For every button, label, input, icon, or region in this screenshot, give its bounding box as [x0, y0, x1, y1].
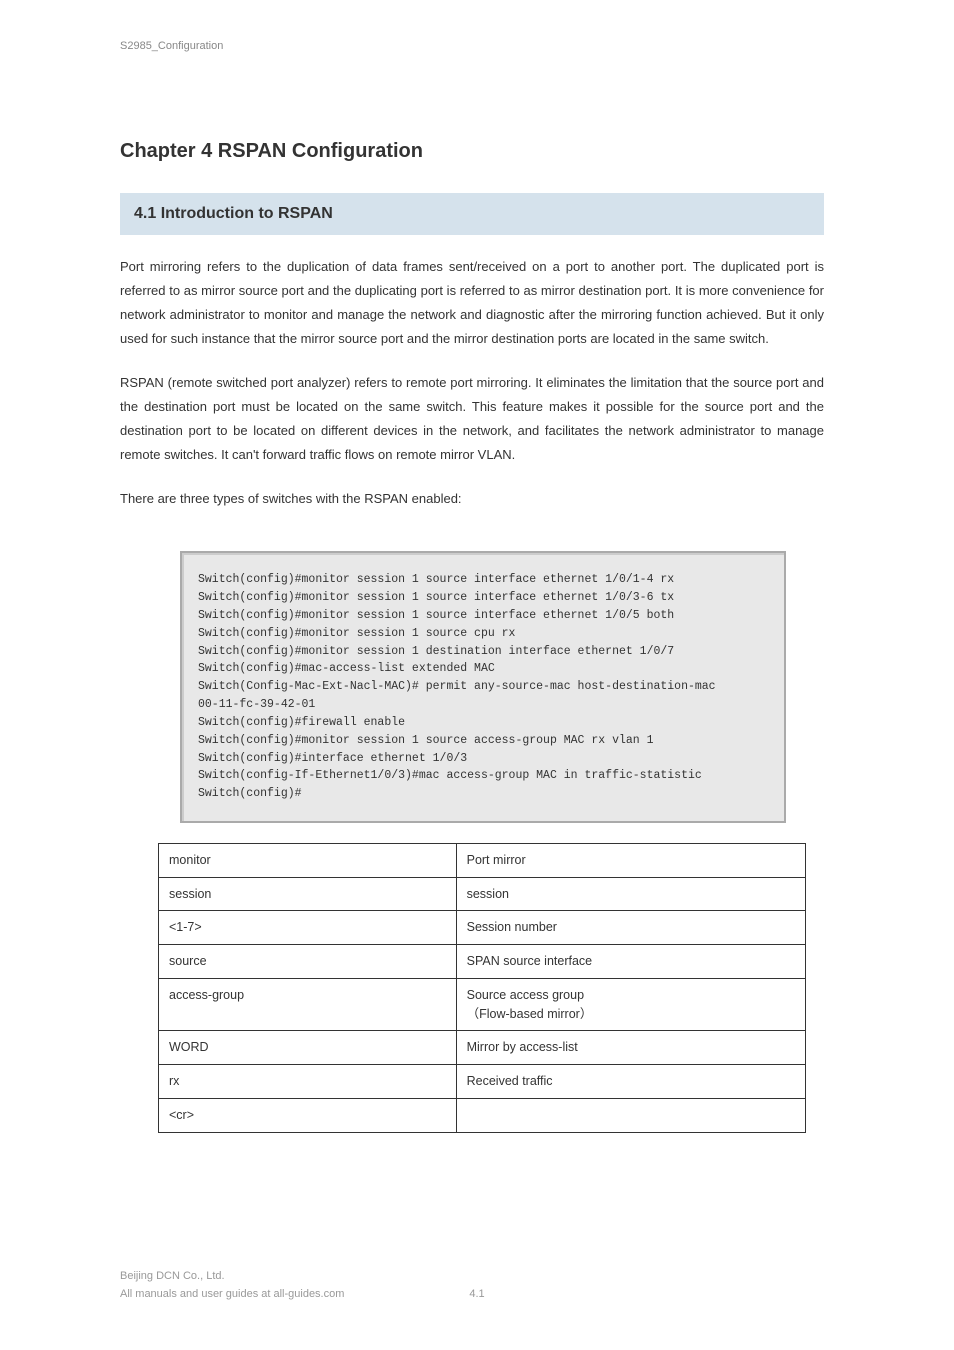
parameter-table: monitor Port mirror session session <1-7…	[158, 843, 806, 1133]
desc-cell: Received traffic	[456, 1065, 805, 1099]
page-number: 4.1	[469, 1288, 484, 1300]
footer-line-1: Beijing DCN Co., Ltd.	[120, 1270, 225, 1282]
param-cell: session	[159, 877, 457, 911]
table-row: access-group Source access group （Flow-b…	[159, 978, 806, 1031]
cli-line: Switch(config)#monitor session 1 source …	[198, 607, 768, 625]
param-cell: <1-7>	[159, 911, 457, 945]
cli-line: Switch(config)#monitor session 1 source …	[198, 589, 768, 607]
table-row: session session	[159, 877, 806, 911]
param-cell: <cr>	[159, 1098, 457, 1132]
param-cell: rx	[159, 1065, 457, 1099]
cli-output-box: Switch(config)#monitor session 1 source …	[180, 551, 786, 823]
desc-cell: Session number	[456, 911, 805, 945]
cli-line: Switch(config)#monitor session 1 source …	[198, 571, 768, 589]
table-row: rx Received traffic	[159, 1065, 806, 1099]
footer-line-2: All manuals and user guides at all-guide…	[120, 1288, 344, 1300]
cli-line: Switch(Config-Mac-Ext-Nacl-MAC)# permit …	[198, 678, 768, 696]
cli-line: Switch(config-If-Ethernet1/0/3)#mac acce…	[198, 767, 768, 785]
desc-cell: session	[456, 877, 805, 911]
param-cell: monitor	[159, 843, 457, 877]
body-paragraph-2: RSPAN (remote switched port analyzer) re…	[120, 371, 824, 467]
table-row: monitor Port mirror	[159, 843, 806, 877]
cli-line: Switch(config)#interface ethernet 1/0/3	[198, 750, 768, 768]
cli-line: Switch(config)#monitor session 1 destina…	[198, 643, 768, 661]
desc-cell: Port mirror	[456, 843, 805, 877]
page-header: S2985_Configuration	[120, 40, 223, 52]
desc-cell: Source access group （Flow-based mirror）	[456, 978, 805, 1031]
cli-line: Switch(config)#mac-access-list extended …	[198, 660, 768, 678]
cli-line: Switch(config)#	[198, 785, 768, 803]
table-row: source SPAN source interface	[159, 945, 806, 979]
table-row: WORD Mirror by access-list	[159, 1031, 806, 1065]
cli-line: 00-11-fc-39-42-01	[198, 696, 768, 714]
table-row: <1-7> Session number	[159, 911, 806, 945]
body-paragraph-3: There are three types of switches with t…	[120, 487, 824, 511]
section-number: Chapter 4 RSPAN Configuration	[120, 140, 824, 163]
param-cell: WORD	[159, 1031, 457, 1065]
param-cell: access-group	[159, 978, 457, 1031]
cli-line: Switch(config)#firewall enable	[198, 714, 768, 732]
desc-cell	[456, 1098, 805, 1132]
body-paragraph-1: Port mirroring refers to the duplication…	[120, 255, 824, 351]
cli-line: Switch(config)#monitor session 1 source …	[198, 732, 768, 750]
desc-cell: SPAN source interface	[456, 945, 805, 979]
desc-cell: Mirror by access-list	[456, 1031, 805, 1065]
section-heading: 4.1 Introduction to RSPAN	[120, 193, 824, 235]
param-cell: source	[159, 945, 457, 979]
table-row: <cr>	[159, 1098, 806, 1132]
cli-line: Switch(config)#monitor session 1 source …	[198, 625, 768, 643]
